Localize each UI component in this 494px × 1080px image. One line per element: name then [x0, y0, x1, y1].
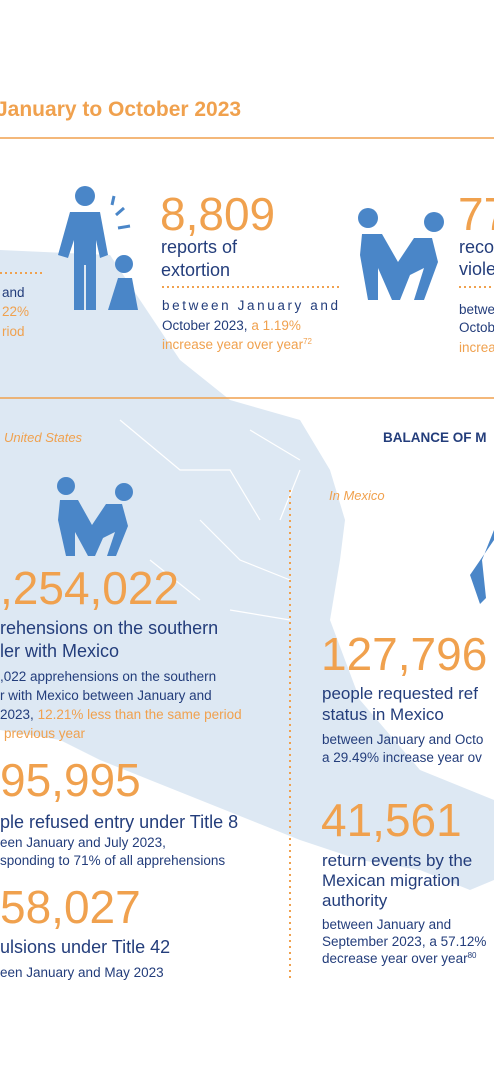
- detail-part: 2023,: [0, 707, 34, 722]
- stat-number: 41,561: [321, 794, 462, 846]
- stat-label: Mexican migration: [322, 871, 460, 890]
- detail-part: a 1.19%: [251, 318, 301, 333]
- stat-detail: 2023, 12.21% less than the same period: [0, 707, 242, 722]
- section-heading: In Mexico: [329, 488, 385, 503]
- stat-detail: betwe: [459, 302, 494, 317]
- stat-number: 77: [458, 188, 494, 240]
- stat-label: status in Mexico: [322, 705, 444, 724]
- footnote: 80: [468, 951, 477, 960]
- stat-detail: increa: [459, 340, 494, 355]
- stat-label: ler with Mexico: [0, 641, 119, 661]
- stat-detail: een January and July 2023,: [0, 835, 166, 850]
- partial-icon: [470, 530, 494, 604]
- stat-label: rehensions on the southern: [0, 618, 218, 638]
- map-borders: [119, 419, 301, 621]
- stat-label: reports of: [161, 237, 238, 257]
- stat-detail: decrease year over year80: [322, 951, 477, 966]
- stat-detail: ,022 apprehensions on the southern: [0, 669, 216, 684]
- stat-detail: previous year: [4, 726, 86, 741]
- stat-number: 95,995: [0, 754, 141, 806]
- stat-label: extortion: [161, 260, 230, 280]
- stat-number: ,254,022: [0, 562, 179, 614]
- stat-label: ulsions under Title 42: [0, 937, 170, 957]
- detail-part: 12.21% less than the same period: [38, 707, 242, 722]
- violence-icon: [358, 208, 444, 300]
- stat-detail: sponding to 71% of all apprehensions: [0, 853, 225, 868]
- stat-detail: a 29.49% increase year ov: [322, 750, 482, 765]
- map-background: [0, 250, 494, 890]
- fragment-text: riod: [2, 324, 25, 339]
- stat-label: ple refused entry under Title 8: [0, 812, 238, 832]
- stat-label: reco: [459, 237, 494, 257]
- detail-part: decrease year over year: [322, 951, 468, 966]
- stat-label: viole: [459, 259, 494, 279]
- section-heading: BALANCE OF M: [383, 430, 487, 445]
- fragment-text: and: [2, 285, 25, 300]
- page-title: January to October 2023: [0, 98, 241, 121]
- stat-detail: between January and: [162, 298, 338, 313]
- fragment-text: 22%: [2, 304, 29, 319]
- extortion-icon: [58, 186, 138, 310]
- stat-detail: between January and: [322, 917, 451, 932]
- footnote: 72: [303, 337, 312, 346]
- violence-icon: [57, 477, 133, 556]
- stat-detail: Octob: [459, 320, 494, 335]
- stat-detail: increase year over year72: [162, 337, 313, 352]
- stat-detail: October 2023, a 1.19%: [162, 318, 301, 333]
- stat-label: return events by the: [322, 851, 472, 870]
- stat-detail: between January and Octo: [322, 732, 483, 747]
- detail-part: October 2023,: [162, 318, 248, 333]
- stat-label: people requested ref: [322, 684, 478, 703]
- stat-number: 127,796: [321, 628, 487, 680]
- stat-detail: September 2023, a 57.12%: [322, 934, 486, 949]
- stat-label: authority: [322, 891, 388, 910]
- stat-detail: een January and May 2023: [0, 965, 164, 980]
- stat-number: 8,809: [160, 188, 275, 240]
- detail-part: increase year over year: [162, 337, 304, 352]
- stat-detail: r with Mexico between January and: [0, 688, 212, 703]
- stat-number: 58,027: [0, 881, 141, 933]
- section-heading: United States: [4, 430, 83, 445]
